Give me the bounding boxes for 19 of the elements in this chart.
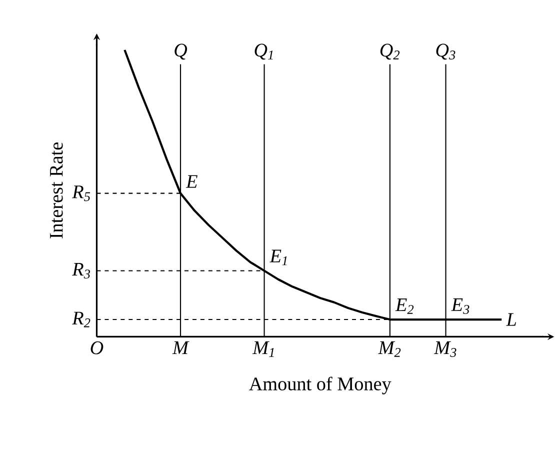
x-axis-title: Amount of Money	[249, 376, 392, 394]
x-tick-label: O	[90, 341, 104, 354]
x-tick-label: M$_{1}$	[252, 341, 274, 357]
annotation: E$_{2}$	[395, 298, 414, 314]
ref-line-label: Q$_{1}$	[254, 44, 273, 60]
x-tick-label: M$_{2}$	[378, 341, 401, 357]
x-tick-label: M	[172, 341, 190, 354]
annotation: E	[186, 175, 198, 188]
annotation: R$_{3}$	[72, 262, 90, 278]
annotation: R$_{5}$	[72, 185, 90, 201]
ref-line-label: Q	[174, 44, 188, 60]
x-tick-label: M$_{3}$	[434, 341, 456, 357]
annotation: E$_{3}$	[451, 298, 470, 314]
y-axis-title: Interest Rate	[50, 142, 63, 238]
series-label: L	[506, 313, 516, 326]
annotation: R$_{2}$	[72, 312, 90, 328]
ref-line-label: Q$_{2}$	[380, 44, 400, 60]
annotation: E$_{1}$	[270, 250, 287, 265]
ref-line-label: Q$_{3}$	[436, 44, 456, 60]
